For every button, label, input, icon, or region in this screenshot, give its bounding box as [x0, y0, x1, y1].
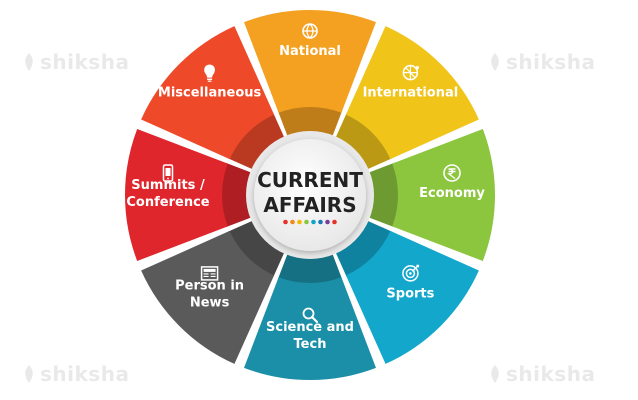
shiksha-logo-icon	[491, 53, 499, 71]
segment-person-in-news: Person in News	[141, 220, 285, 364]
segment-international: International	[335, 26, 479, 170]
segment-block	[124, 129, 228, 261]
shiksha-logo-icon	[25, 53, 33, 71]
watermark-top-left: shiksha	[22, 50, 129, 74]
rupee-icon	[443, 164, 461, 182]
segment-economy: Economy	[367, 129, 495, 261]
hub-dot	[318, 219, 323, 225]
hub-color-dots	[283, 219, 337, 225]
segment-science-and-tech: Science and Tech	[244, 252, 376, 380]
segment-block	[244, 9, 376, 113]
lightbulb-icon	[204, 64, 215, 82]
segment-sports: Sports	[335, 220, 479, 364]
segment-label: Person in	[175, 278, 244, 293]
world-network-icon	[402, 64, 420, 81]
shiksha-logo-icon	[25, 365, 33, 383]
segment-inner-band	[277, 105, 343, 138]
segment-miscellaneous: Miscellaneous	[141, 26, 285, 170]
segment-inner-band	[277, 252, 343, 285]
hub-disc	[254, 139, 366, 251]
hub-dot	[311, 219, 316, 225]
hub-dot	[325, 219, 330, 225]
segment-block	[141, 26, 275, 160]
segment-inner-band	[335, 112, 393, 170]
segment-label: International	[363, 86, 459, 101]
segment-inner-band	[220, 162, 253, 228]
mobile-icon	[162, 164, 174, 182]
segment-label: News	[190, 295, 230, 310]
segment-label: Science and	[266, 320, 354, 335]
segment-summits-conference: Summits / Conference	[124, 129, 253, 261]
segment-block	[345, 230, 479, 364]
segment-inner-band	[335, 220, 393, 278]
newspaper-icon	[200, 266, 219, 281]
segment-label: Sports	[386, 286, 434, 301]
target-icon	[402, 264, 420, 282]
segment-label: Economy	[419, 186, 485, 201]
center-hub: CURRENT AFFAIRS	[246, 131, 374, 259]
magnifier-icon	[302, 307, 319, 324]
globe-icon	[302, 23, 318, 39]
hub-dot	[290, 219, 295, 225]
shiksha-logo-icon	[491, 365, 499, 383]
watermark-top-right: shiksha	[488, 50, 595, 74]
hub-title-line1: CURRENT	[257, 168, 363, 192]
watermark-bottom-left: shiksha	[22, 362, 129, 386]
hub-dot	[297, 219, 302, 225]
segment-national: National	[244, 9, 376, 138]
hub-dot	[283, 219, 288, 225]
segment-block	[141, 230, 275, 364]
segment-label: Miscellaneous	[158, 86, 262, 101]
watermark-text: shiksha	[506, 362, 596, 386]
hub-title-line2: AFFAIRS	[263, 193, 356, 217]
segments-layer: National International Economy Sports Scienc…	[124, 9, 495, 380]
watermark-text: shiksha	[40, 362, 130, 386]
segment-block	[244, 277, 376, 380]
segment-inner-band	[227, 112, 285, 170]
segment-inner-band	[367, 162, 400, 228]
segment-inner-band	[227, 220, 285, 278]
segment-label: Conference	[126, 195, 209, 210]
watermark-bottom-right: shiksha	[488, 362, 595, 386]
hub-dot	[304, 219, 309, 225]
segment-label: Tech	[294, 337, 327, 352]
watermark-text: shiksha	[506, 50, 596, 74]
segment-block	[392, 129, 495, 261]
hub-dot	[332, 219, 337, 225]
segment-label: National	[279, 44, 341, 59]
segment-label: Summits /	[131, 178, 205, 193]
watermark-text: shiksha	[40, 50, 130, 74]
segment-block	[345, 26, 479, 160]
